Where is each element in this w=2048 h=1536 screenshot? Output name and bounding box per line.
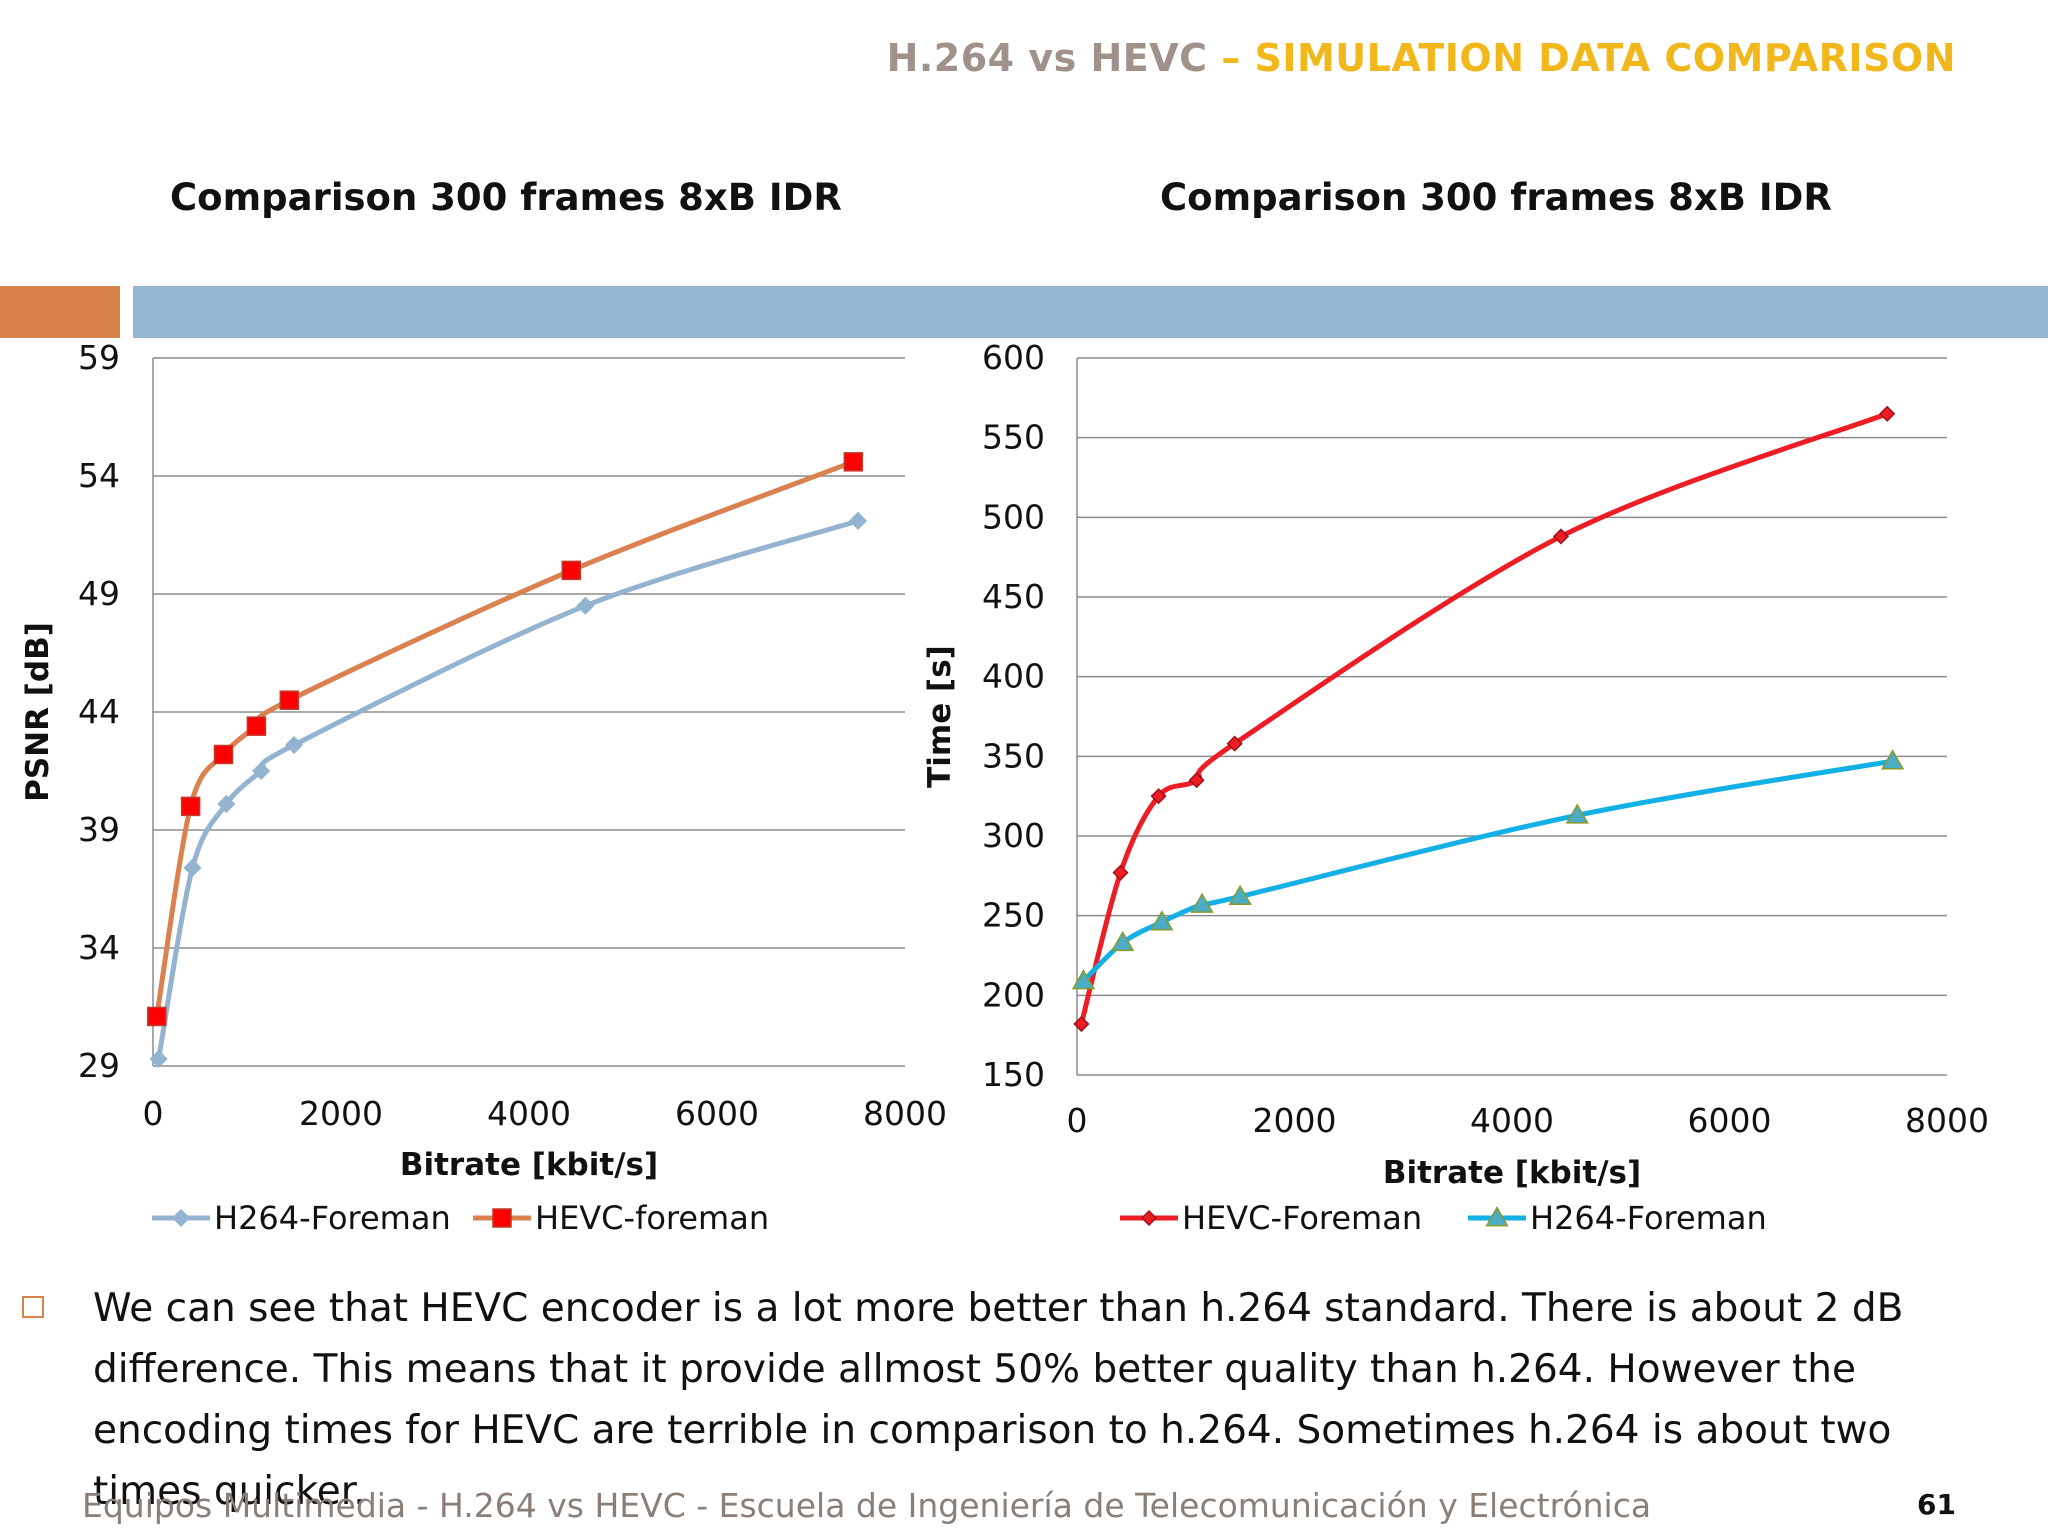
psnr-x-axis-title: Bitrate [kbit/s] (400, 1147, 658, 1183)
psnr-y-tick-label: 54 (78, 456, 120, 495)
psnr-data-point (843, 452, 864, 472)
psnr-y-tick-label: 49 (78, 574, 120, 613)
bullet-square-icon (22, 1296, 44, 1318)
psnr-data-point (576, 596, 595, 615)
psnr-y-tick-label: 44 (78, 692, 120, 731)
time-legend-marker (1140, 1209, 1158, 1227)
psnr-data-point (149, 1049, 168, 1068)
time-legend-label: H264-Foreman (1530, 1199, 1767, 1237)
psnr-legend-marker (171, 1208, 191, 1228)
psnr-data-point (561, 560, 582, 581)
psnr-data-point (180, 796, 201, 817)
time-data-point (1552, 528, 1569, 545)
time-data-point (1071, 969, 1096, 990)
psnr-y-tick-label: 29 (78, 1046, 120, 1085)
time-chart-title: Comparison 300 frames 8xB IDR (1160, 176, 1832, 219)
psnr-data-point (848, 511, 868, 530)
time-data-point (1188, 772, 1205, 789)
time-series-line-0 (1078, 411, 1889, 1025)
time-data-point (1228, 884, 1252, 905)
time-y-tick-label: 350 (982, 736, 1045, 775)
slide-title-main: H.264 vs HEVC (886, 36, 1208, 80)
time-legend-marker (1485, 1206, 1509, 1227)
time-y-tick-label: 200 (982, 975, 1045, 1014)
psnr-x-tick-label: 8000 (863, 1094, 947, 1133)
time-y-tick-label: 500 (982, 497, 1045, 536)
time-x-tick-label: 4000 (1470, 1101, 1554, 1140)
time-data-point (1190, 892, 1214, 913)
psnr-legend-label: H264-Foreman (214, 1199, 451, 1237)
psnr-data-point (213, 744, 234, 765)
psnr-data-point (217, 794, 236, 814)
psnr-legend-label: HEVC-foreman (535, 1199, 769, 1237)
psnr-y-tick-label: 39 (78, 810, 120, 849)
time-series-line-1 (1081, 758, 1894, 983)
time-x-tick-label: 2000 (1253, 1101, 1337, 1140)
psnr-data-point (279, 690, 300, 710)
time-data-point (1150, 788, 1167, 805)
slide-title-subtitle: – SIMULATION DATA COMPARISON (1207, 36, 1956, 80)
psnr-series-line-1 (154, 459, 855, 1017)
psnr-data-point (246, 716, 267, 736)
time-y-tick-label: 450 (982, 577, 1045, 616)
psnr-data-point (183, 858, 202, 877)
time-y-tick-label: 600 (982, 338, 1045, 377)
psnr-y-tick-label: 59 (78, 338, 120, 377)
psnr-data-point (284, 735, 304, 755)
time-x-tick-label: 0 (1067, 1101, 1088, 1140)
time-y-tick-label: 400 (982, 657, 1045, 696)
decorative-band-blue (133, 286, 2048, 338)
time-data-point (1565, 803, 1589, 824)
psnr-data-point (147, 1006, 167, 1027)
psnr-x-tick-label: 0 (143, 1094, 164, 1133)
time-data-point (1112, 864, 1129, 881)
slide-title: H.264 vs HEVC – SIMULATION DATA COMPARIS… (887, 36, 1956, 80)
time-legend-label: HEVC-Foreman (1182, 1199, 1422, 1237)
psnr-y-tick-label: 34 (78, 928, 120, 967)
psnr-x-tick-label: 4000 (487, 1094, 571, 1133)
psnr-series-line-0 (156, 518, 859, 1060)
time-y-tick-label: 550 (982, 418, 1045, 457)
psnr-chart: 29 34 39 44 49 54 59 0 2000 4000 6000 8000 Bitrate [… (20, 338, 947, 1237)
time-y-tick-label: 300 (982, 816, 1045, 855)
decorative-band-orange (0, 286, 120, 338)
time-data-point (1111, 930, 1135, 952)
time-x-axis-title: Bitrate [kbit/s] (1383, 1155, 1641, 1191)
time-y-tick-label: 150 (982, 1055, 1045, 1094)
psnr-chart-title: Comparison 300 frames 8xB IDR (170, 176, 842, 219)
psnr-data-point (252, 761, 271, 781)
time-data-point (1880, 749, 1905, 770)
psnr-x-tick-label: 2000 (299, 1094, 383, 1133)
psnr-x-tick-label: 6000 (675, 1094, 759, 1133)
time-y-tick-label: 250 (982, 896, 1045, 935)
time-data-point (1150, 910, 1174, 931)
page-number: 61 (1917, 1488, 1956, 1521)
psnr-legend-marker (492, 1208, 512, 1228)
time-x-tick-label: 8000 (1905, 1101, 1989, 1140)
time-x-tick-label: 6000 (1688, 1101, 1772, 1140)
time-data-point (1226, 735, 1243, 752)
time-data-point (1879, 405, 1896, 422)
time-y-axis-title: Time [s] (922, 645, 958, 788)
time-data-point (1073, 1015, 1090, 1033)
psnr-y-axis-title: PSNR [dB] (20, 622, 56, 802)
footer-text: Equipos Multimedia - H.264 vs HEVC - Esc… (82, 1486, 1652, 1525)
conclusion-text: We can see that HEVC encoder is a lot mo… (93, 1286, 1904, 1514)
